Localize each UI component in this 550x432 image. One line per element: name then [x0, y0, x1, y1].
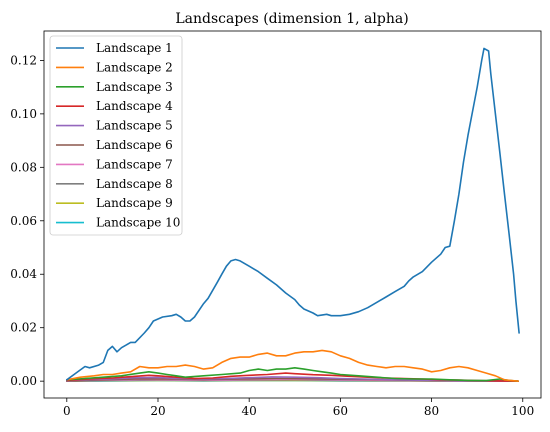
series-line-2 [66, 349, 519, 382]
series-line-1 [66, 47, 520, 381]
legend: Landscape 1 Landscape 2 Landscape 3 Landsca… [49, 35, 183, 236]
y-tick-label: 0.08 [10, 160, 37, 174]
x-tick-label: 40 [242, 404, 257, 418]
x-tick-label: 80 [424, 404, 439, 418]
legend-label-7: Landscape 7 [96, 157, 173, 171]
series-layer [66, 47, 520, 382]
legend-box [49, 35, 183, 236]
legend-label-9: Landscape 9 [96, 196, 173, 210]
legend-label-5: Landscape 5 [96, 119, 173, 133]
x-tick-label: 60 [333, 404, 348, 418]
y-tick-label: 0.02 [10, 321, 37, 335]
y-tick-label: 0.00 [10, 374, 37, 388]
chart-title: Landscapes (dimension 1, alpha) [175, 11, 408, 27]
legend-label-1: Landscape 1 [96, 41, 173, 55]
y-tick-label: 0.04 [10, 267, 37, 281]
series-line-5 [66, 376, 519, 382]
series-line-3 [66, 367, 519, 382]
axes-frame [43, 30, 542, 399]
y-tick-label: 0.10 [10, 107, 37, 121]
legend-label-2: Landscape 2 [96, 60, 173, 74]
legend-label-6: Landscape 6 [96, 138, 173, 152]
x-tick-label: 100 [511, 404, 534, 418]
x-tick-label: 0 [63, 404, 71, 418]
legend-label-8: Landscape 8 [96, 177, 173, 191]
y-tick-label: 0.12 [10, 53, 37, 67]
y-tick-label: 0.06 [10, 214, 37, 228]
x-tick-label: 20 [150, 404, 165, 418]
legend-label-10: Landscape 10 [96, 216, 180, 230]
x-axis: 0 20 40 60 80 100 [63, 398, 534, 418]
legend-label-3: Landscape 3 [96, 80, 173, 94]
legend-label-4: Landscape 4 [96, 99, 173, 113]
y-axis: 0.00 0.02 0.04 0.06 0.08 0.10 0.12 [10, 53, 44, 388]
